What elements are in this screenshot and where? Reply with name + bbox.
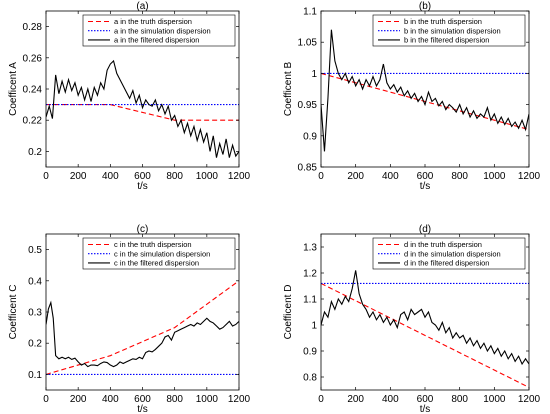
- series-line-1: [46, 280, 239, 375]
- legend-entry: b in the filtered dispersion: [404, 36, 489, 45]
- y-tick-label: 0.2: [28, 147, 42, 158]
- legend-entry: c in the simulation dispersion: [114, 249, 210, 258]
- legend-entry: a in the simulation dispersion: [114, 26, 211, 35]
- y-tick-label: 0.9: [303, 131, 317, 142]
- x-axis-label: t/s: [420, 181, 431, 192]
- y-tick-label: 0.26: [23, 53, 43, 64]
- x-tick-label: 1000: [483, 171, 506, 182]
- x-tick-label: 800: [451, 394, 468, 405]
- x-tick-label: 600: [417, 394, 434, 405]
- y-tick-label: 1.1: [303, 7, 317, 18]
- x-axis-label: t/s: [420, 404, 431, 414]
- panel-title: (c): [137, 224, 149, 235]
- legend-entry: d in the simulation dispersion: [404, 249, 501, 258]
- series-line-3: [321, 29, 529, 152]
- panel-3: 0 200 400 600 800 1000 1200 0.1 0.2 0.3 0.4 0.5 (c) t…: [8, 224, 251, 414]
- y-tick-label: 0.5: [28, 245, 42, 256]
- y-axis-label: Coefficent A: [8, 62, 19, 116]
- x-tick-label: 400: [382, 171, 399, 182]
- y-tick-label: 0.8: [303, 373, 317, 384]
- legend-entry: c in the filtered dispersion: [114, 259, 199, 268]
- y-tick-label: 0.24: [23, 85, 43, 96]
- y-axis-label: Coefficent D: [283, 285, 294, 340]
- panel-1: 0 200 400 600 800 1000 1200 0.2 0.22 0.24 0.26 0.28…: [8, 1, 251, 192]
- x-tick-label: 800: [166, 394, 183, 405]
- x-axis-label: t/s: [137, 181, 148, 192]
- y-tick-label: 1.1: [303, 295, 317, 306]
- x-tick-label: 800: [166, 171, 183, 182]
- panel-title: (d): [419, 224, 431, 235]
- y-axis-label: Coefficent C: [8, 285, 19, 340]
- series-line-1: [321, 72, 529, 131]
- x-tick-label: 0: [43, 394, 49, 405]
- panel-title: (b): [419, 1, 431, 12]
- x-tick-label: 400: [102, 171, 119, 182]
- legend-entry: c in the truth dispersion: [114, 240, 192, 249]
- y-tick-label: 0.22: [23, 116, 43, 127]
- x-tick-label: 0: [43, 171, 49, 182]
- x-tick-label: 200: [347, 171, 364, 182]
- legend-entry: d in the filtered dispersion: [404, 259, 489, 268]
- x-tick-label: 0: [318, 171, 324, 182]
- x-tick-label: 200: [347, 394, 364, 405]
- x-tick-label: 400: [102, 394, 119, 405]
- x-tick-label: 600: [134, 394, 151, 405]
- y-tick-label: 1.2: [303, 269, 317, 280]
- legend-entry: a in the filtered dispersion: [114, 36, 199, 45]
- y-tick-label: 0.28: [23, 22, 43, 33]
- panel-4: 0 200 400 600 800 1000 1200 0.8 0.9 1 1.1 1.2 1.3 (d)…: [283, 224, 541, 414]
- y-tick-label: 1.3: [303, 243, 317, 254]
- legend-entry: d in the truth dispersion: [404, 240, 482, 249]
- y-tick-label: 0.4: [28, 276, 42, 287]
- x-tick-label: 1000: [483, 394, 506, 405]
- x-tick-label: 0: [318, 394, 324, 405]
- series-line-3: [321, 270, 529, 366]
- x-tick-label: 1200: [518, 171, 541, 182]
- x-tick-label: 600: [417, 171, 434, 182]
- y-tick-label: 0.85: [298, 163, 318, 174]
- x-tick-label: 200: [70, 394, 87, 405]
- x-tick-label: 200: [70, 171, 87, 182]
- legend-entry: b in the simulation dispersion: [404, 26, 501, 35]
- x-tick-label: 1200: [228, 171, 251, 182]
- y-tick-label: 0.2: [28, 339, 42, 350]
- legend-entry: a in the truth dispersion: [114, 17, 192, 26]
- x-tick-label: 600: [134, 171, 151, 182]
- x-tick-label: 400: [382, 394, 399, 405]
- x-tick-label: 1000: [196, 394, 219, 405]
- series-line-1: [46, 104, 239, 121]
- y-tick-label: 0.9: [303, 347, 317, 358]
- series-line-1: [321, 282, 529, 388]
- x-tick-label: 1200: [228, 394, 251, 405]
- x-tick-label: 1200: [518, 394, 541, 405]
- x-axis-label: t/s: [137, 404, 148, 414]
- panel-title: (a): [136, 1, 148, 12]
- series-line-3: [46, 59, 239, 158]
- y-tick-label: 0.1: [28, 370, 42, 381]
- y-tick-label: 1.05: [298, 38, 318, 49]
- y-axis-label: Coefficent B: [283, 62, 294, 117]
- x-tick-label: 800: [451, 171, 468, 182]
- panel-2: 0 200 400 600 800 1000 1200 0.85 0.9 0.95 1 1.05 1.1…: [283, 1, 541, 192]
- y-tick-label: 0.3: [28, 308, 42, 319]
- y-tick-label: 1: [311, 69, 317, 80]
- y-tick-label: 1: [311, 321, 317, 332]
- series-line-3: [46, 300, 239, 368]
- x-tick-label: 1000: [196, 171, 219, 182]
- y-tick-label: 0.95: [298, 100, 318, 111]
- legend-entry: b in the truth dispersion: [404, 17, 482, 26]
